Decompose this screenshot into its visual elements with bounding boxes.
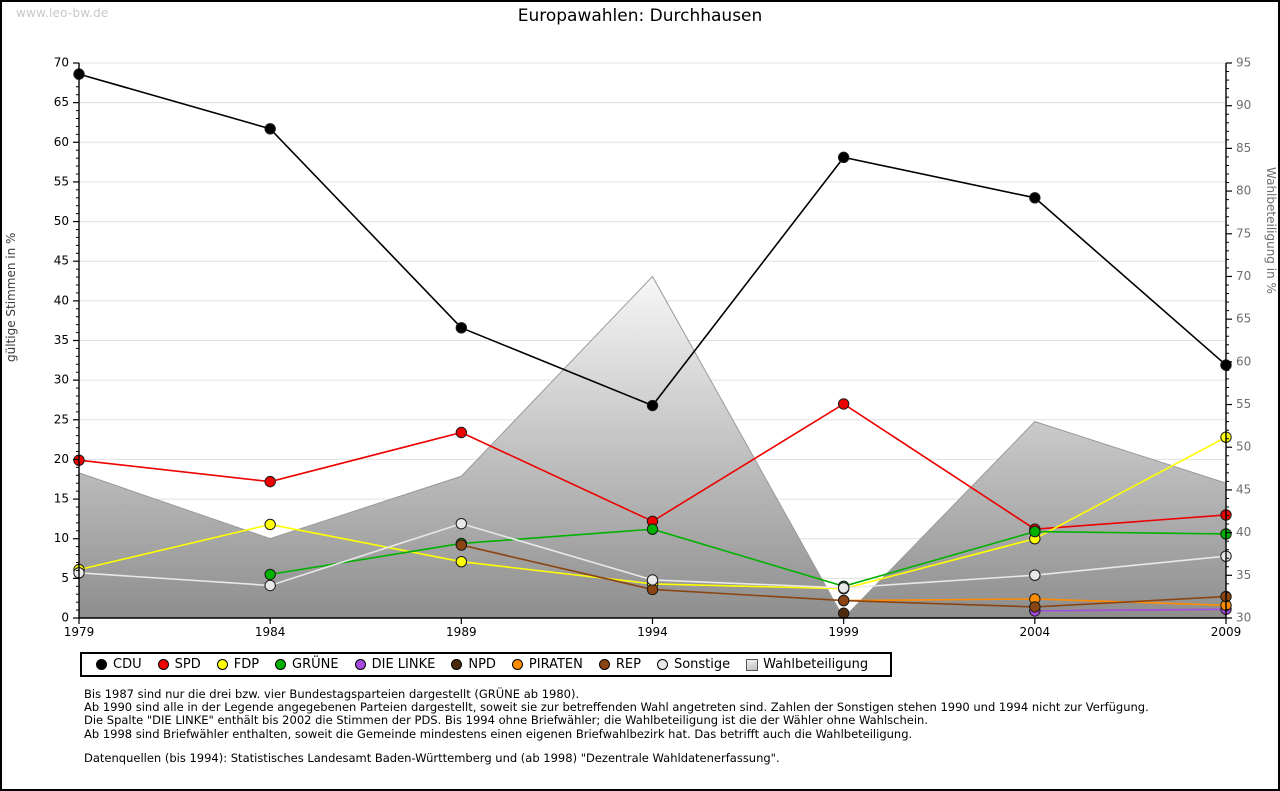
svg-text:50: 50 bbox=[1236, 440, 1251, 454]
footnotes: Bis 1987 sind nur die drei bzw. vier Bun… bbox=[84, 687, 1149, 765]
legend-item-rep[interactable]: REP bbox=[595, 657, 653, 672]
footnote-line: Ab 1998 sind Briefwähler enthalten, sowe… bbox=[84, 726, 913, 741]
legend-item-label: SPD bbox=[174, 657, 201, 672]
legend-item-spd[interactable]: SPD bbox=[154, 657, 213, 672]
svg-text:70: 70 bbox=[1236, 269, 1251, 283]
legend-item-label: FDP bbox=[233, 657, 260, 672]
legend-item-label: DIE LINKE bbox=[371, 657, 436, 672]
legend-swatch-dot-icon bbox=[216, 659, 228, 670]
legend-item-label: PIRATEN bbox=[528, 657, 583, 672]
legend-item-label: GRÜNE bbox=[292, 657, 339, 672]
legend-swatch-dot-icon bbox=[656, 659, 668, 670]
legend-item-cdu[interactable]: CDU bbox=[92, 657, 154, 672]
svg-text:95: 95 bbox=[1236, 56, 1251, 70]
svg-text:40: 40 bbox=[1236, 525, 1251, 539]
svg-text:10: 10 bbox=[54, 531, 69, 545]
svg-text:55: 55 bbox=[1236, 397, 1251, 411]
svg-text:35: 35 bbox=[54, 333, 69, 347]
svg-text:70: 70 bbox=[54, 56, 69, 70]
footnote-line: Bis 1987 sind nur die drei bzw. vier Bun… bbox=[84, 687, 580, 701]
footnote-line: Ab 1990 sind alle in der Legende angegeb… bbox=[84, 700, 1149, 715]
legend-item-label: Sonstige bbox=[673, 657, 731, 672]
svg-text:65: 65 bbox=[1236, 312, 1251, 326]
svg-text:25: 25 bbox=[54, 412, 69, 426]
legend-swatch-dot-icon bbox=[451, 659, 463, 670]
legend-swatch-dot-icon bbox=[96, 659, 107, 670]
watermark: www.leo-bw.de bbox=[16, 6, 109, 20]
legend-swatch-dot-icon bbox=[598, 659, 610, 670]
legend-item-sonstige[interactable]: Sonstige bbox=[653, 657, 742, 672]
svg-text:75: 75 bbox=[1236, 226, 1251, 240]
legend-item-wahlbeteiligung[interactable]: Wahlbeteiligung bbox=[742, 657, 880, 672]
svg-text:1994: 1994 bbox=[637, 625, 668, 639]
svg-text:50: 50 bbox=[54, 214, 69, 228]
svg-text:2004: 2004 bbox=[1020, 625, 1051, 639]
footnote-line: Die Spalte "DIE LINKE" enthält bis 2002 … bbox=[84, 713, 928, 728]
legend-item-piraten[interactable]: PIRATEN bbox=[508, 657, 595, 672]
svg-text:5: 5 bbox=[61, 571, 69, 585]
svg-text:2009: 2009 bbox=[1211, 625, 1242, 639]
legend-item-label: REP bbox=[615, 657, 641, 672]
legend-swatch-dot-icon bbox=[157, 659, 169, 670]
axes: 0 5 10 15 20 25 30 35 40 45 50 55 60 65 70 30 35 40 45 50 55… bbox=[54, 56, 1252, 639]
legend-item-die-linke[interactable]: DIE LINKE bbox=[351, 657, 448, 672]
svg-text:45: 45 bbox=[1236, 482, 1251, 496]
plot-area: 0 5 10 15 20 25 30 35 40 45 50 55 60 65 70 30 35 40 45 50 55… bbox=[54, 56, 1252, 639]
svg-text:80: 80 bbox=[1236, 184, 1251, 198]
svg-text:1979: 1979 bbox=[64, 625, 95, 639]
svg-text:15: 15 bbox=[54, 492, 69, 506]
page-title: Europawahlen: Durchhausen bbox=[517, 6, 763, 26]
chart-legend: CDU SPD FDP GRÜNE DIE LINKE NPD PIRATEN REP Sons… bbox=[80, 652, 893, 677]
legend-swatch-dot-icon bbox=[354, 659, 366, 670]
svg-text:85: 85 bbox=[1236, 141, 1251, 155]
svg-text:40: 40 bbox=[54, 293, 69, 307]
legend-swatch-dot-icon bbox=[275, 659, 287, 670]
svg-text:55: 55 bbox=[54, 174, 69, 188]
legend-swatch-square-icon bbox=[746, 659, 759, 671]
svg-text:45: 45 bbox=[54, 254, 69, 268]
svg-text:35: 35 bbox=[1236, 568, 1251, 582]
legend-swatch-dot-icon bbox=[511, 659, 523, 670]
svg-text:1984: 1984 bbox=[255, 625, 286, 639]
svg-text:30: 30 bbox=[1236, 611, 1251, 625]
svg-text:1989: 1989 bbox=[446, 625, 477, 639]
svg-text:1999: 1999 bbox=[828, 625, 859, 639]
legend-item-label: NPD bbox=[468, 657, 496, 672]
svg-text:20: 20 bbox=[54, 452, 69, 466]
svg-text:60: 60 bbox=[54, 135, 69, 149]
legend-item-label: CDU bbox=[113, 657, 142, 672]
legend-item-grüne[interactable]: GRÜNE bbox=[271, 657, 351, 672]
svg-text:60: 60 bbox=[1236, 354, 1251, 368]
svg-text:30: 30 bbox=[54, 373, 69, 387]
legend-item-npd[interactable]: NPD bbox=[447, 657, 508, 672]
legend-item-label: Wahlbeteiligung bbox=[763, 657, 869, 672]
source-line: Datenquellen (bis 1994): Statistisches L… bbox=[84, 750, 780, 765]
legend-item-fdp[interactable]: FDP bbox=[213, 657, 271, 672]
svg-text:0: 0 bbox=[61, 611, 69, 625]
y-axis-right-label: Wahlbeteiligung in % bbox=[1264, 167, 1278, 294]
svg-text:90: 90 bbox=[1236, 98, 1251, 112]
svg-text:65: 65 bbox=[54, 95, 69, 109]
